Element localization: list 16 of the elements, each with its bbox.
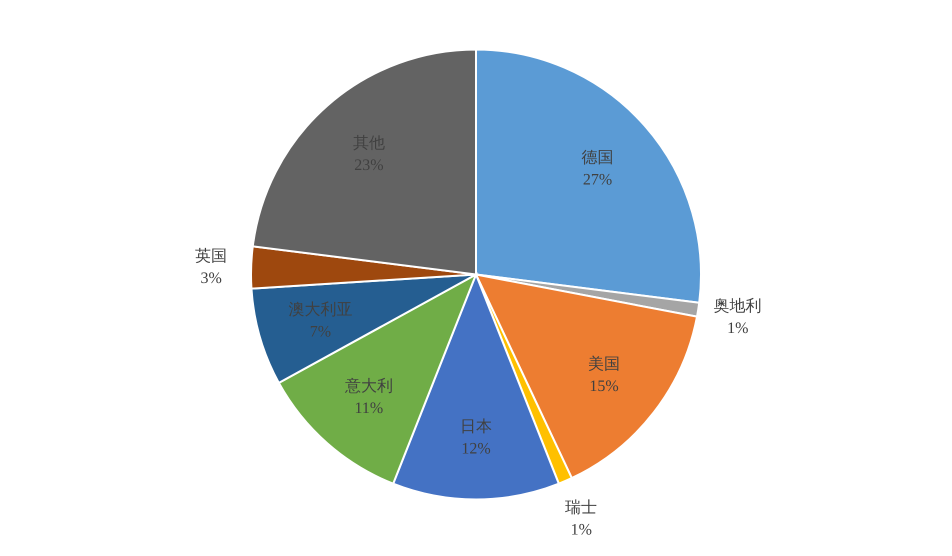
slice-label: 日本 — [460, 416, 492, 436]
data-label: 12% — [461, 440, 491, 458]
slice-label: 澳大利亚 — [288, 300, 352, 319]
data-label: 27% — [582, 171, 612, 188]
data-label: 1% — [727, 320, 748, 337]
slice-label: 英国 — [195, 246, 228, 266]
slice-label: 奥地利 — [714, 296, 762, 315]
slice-label: 德国 — [582, 147, 614, 166]
data-label: 15% — [589, 378, 619, 395]
slice-label: 美国 — [588, 354, 620, 373]
data-label: 7% — [310, 324, 332, 341]
data-label: 11% — [354, 400, 384, 418]
slice-label: 意大利 — [344, 376, 393, 396]
data-label: 3% — [200, 270, 222, 288]
slice-label: 瑞士 — [565, 498, 598, 517]
data-label: 1% — [570, 522, 592, 539]
